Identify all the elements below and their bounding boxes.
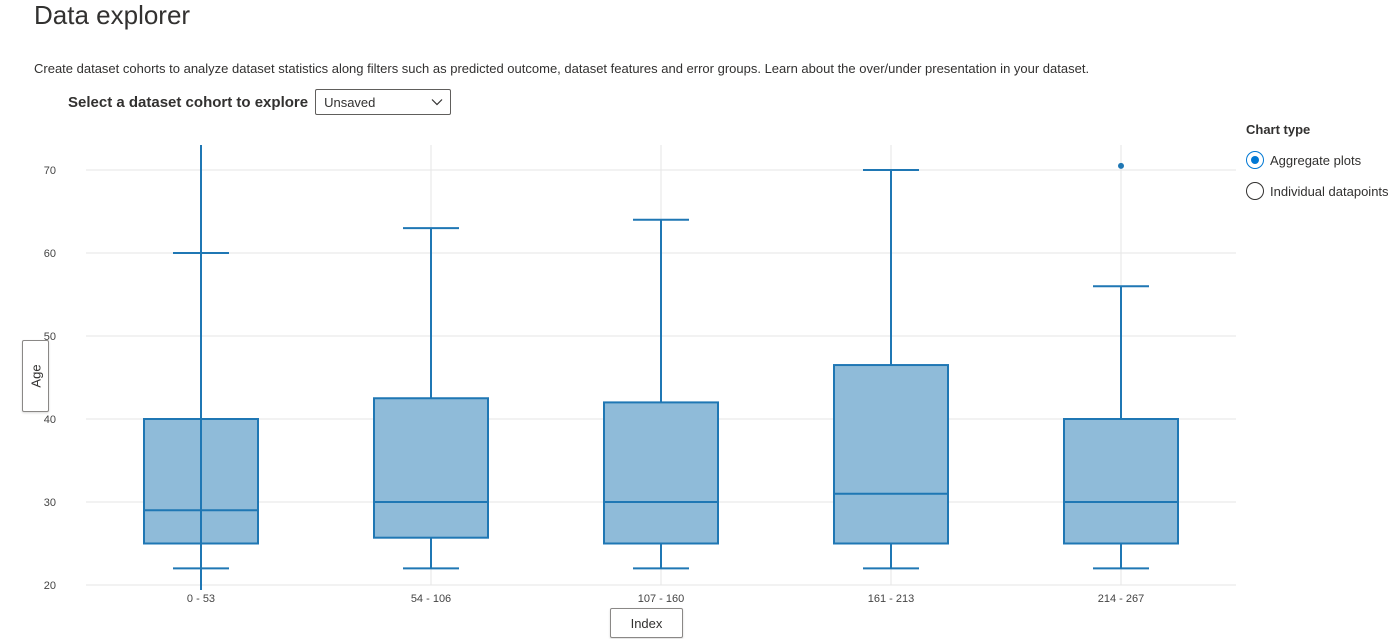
x-tick-label: 0 - 53 [187, 593, 215, 605]
box-54-106[interactable] [373, 227, 489, 570]
chevron-down-icon [431, 98, 443, 106]
box-body [1063, 418, 1179, 545]
cohort-dropdown-value: Unsaved [324, 94, 376, 110]
box-body [373, 397, 489, 539]
x-tick-label: 161 - 213 [868, 593, 914, 605]
y-axis-selector-button[interactable]: Age [22, 340, 49, 412]
x-tick-label: 54 - 106 [411, 593, 451, 605]
radio-individual-datapoints[interactable]: Individual datapoints [1246, 181, 1389, 201]
box-161-213[interactable] [833, 169, 949, 570]
radio-aggregate-plots-label: Aggregate plots [1270, 152, 1362, 168]
cohort-selector-label: Select a dataset cohort to explore [68, 93, 309, 111]
cohort-dropdown[interactable]: Unsaved [315, 89, 452, 115]
y-tick-label: 40 [44, 414, 56, 426]
boxes-layer [143, 145, 1179, 590]
x-tick-labels: 0 - 53 54 - 106 107 - 160 161 - 213 214 - 26… [187, 593, 1144, 605]
y-axis-label: Age [28, 364, 43, 388]
cohort-selector-row: Select a dataset cohort to explore Unsav… [68, 88, 452, 116]
chart-type-panel: Chart type Aggregate plots Individual da… [1246, 122, 1389, 212]
x-tick-label: 214 - 267 [1098, 593, 1144, 605]
chart-type-label: Chart type [1246, 122, 1311, 137]
x-tick-label: 107 - 160 [638, 593, 684, 605]
box-107-160[interactable] [603, 218, 719, 570]
radio-checked-icon [1246, 151, 1264, 169]
radio-unchecked-icon [1246, 182, 1264, 200]
box-214-267[interactable] [1063, 162, 1179, 570]
page-description: Create dataset cohorts to analyze datase… [34, 61, 1090, 76]
y-tick-label: 20 [44, 580, 56, 592]
box-body [833, 364, 949, 545]
y-tick-label: 70 [44, 165, 56, 177]
y-tick-label: 60 [44, 248, 56, 260]
page-title: Data explorer [34, 0, 191, 30]
radio-aggregate-plots[interactable]: Aggregate plots [1246, 150, 1389, 170]
box-body [603, 401, 719, 545]
radio-individual-datapoints-label: Individual datapoints [1270, 183, 1389, 199]
y-tick-label: 30 [44, 497, 56, 509]
x-axis-selector-button[interactable]: Index [610, 608, 683, 638]
outlier-point [1118, 162, 1124, 169]
